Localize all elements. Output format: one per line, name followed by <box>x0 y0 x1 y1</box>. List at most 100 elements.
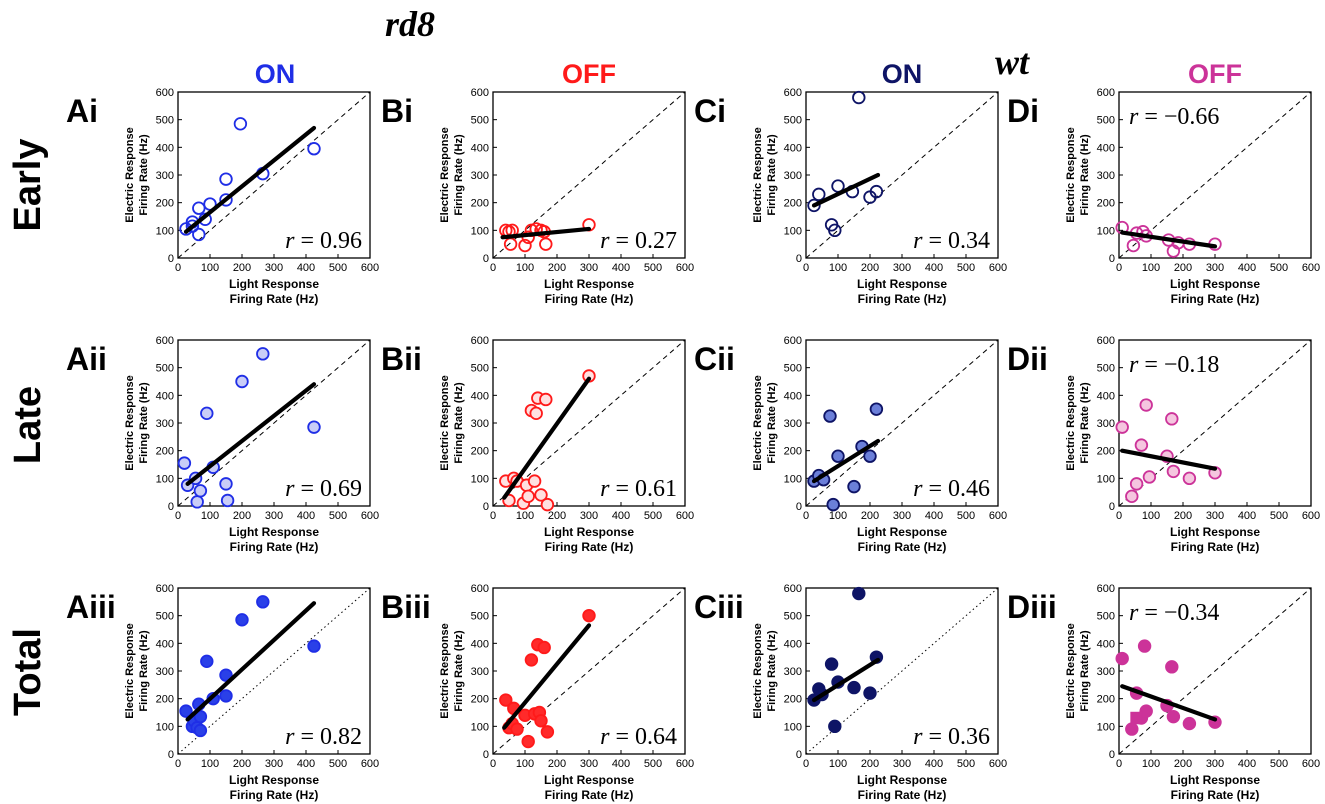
correlation-label: r = 0.27 <box>600 228 677 254</box>
data-point <box>219 193 233 207</box>
data-point <box>852 586 866 601</box>
group-label-wt: wt <box>995 42 1030 82</box>
data-point <box>539 392 553 407</box>
x-tick-label: 600 <box>1302 510 1320 522</box>
panel-bii: Bii 0 100 200 300 400 500 600 0 100 200 300 400 500 60… <box>381 335 694 554</box>
x-tick-label: 600 <box>989 510 1007 522</box>
data-point <box>869 184 884 199</box>
x-tick-label: 400 <box>612 510 630 522</box>
data-point <box>256 595 270 609</box>
identity-line <box>805 91 999 259</box>
fit-line <box>811 438 881 484</box>
y-tick-label: 500 <box>1097 363 1115 375</box>
identity-line <box>492 587 686 755</box>
y-tick-label: 500 <box>784 363 802 375</box>
x-tick-label: 500 <box>1270 758 1288 770</box>
y-tick-label: 400 <box>1097 142 1115 154</box>
x-tick-label: 400 <box>1238 262 1256 274</box>
y-axis-title: Electric Response <box>1065 127 1077 222</box>
y-tick-label: 400 <box>471 638 489 650</box>
y-tick-label: 200 <box>784 446 802 458</box>
data-point <box>824 657 839 671</box>
data-point <box>219 689 233 703</box>
y-tick-label: 0 <box>168 253 174 265</box>
data-point <box>540 497 555 512</box>
data-point <box>219 172 233 186</box>
y-tick-label: 300 <box>784 666 802 678</box>
panel-label: Aii <box>66 341 107 377</box>
y-tick-label: 600 <box>1097 583 1115 595</box>
y-tick-label: 400 <box>1097 390 1115 402</box>
data-point <box>233 117 248 131</box>
x-tick-label: 400 <box>612 262 630 274</box>
data-point <box>193 484 208 498</box>
fit-line <box>1120 448 1218 471</box>
y-tick-label: 200 <box>784 198 802 210</box>
x-tick-label: 500 <box>957 510 975 522</box>
data-point <box>537 640 551 655</box>
data-point <box>192 201 206 215</box>
y-tick-label: 100 <box>471 225 489 237</box>
y-axis-title: Electric Response <box>439 375 451 470</box>
y-tick-label: 200 <box>156 446 174 458</box>
data-point <box>1165 412 1179 426</box>
x-tick-label: 0 <box>1116 510 1122 522</box>
data-point <box>1166 709 1181 724</box>
y-tick-label: 0 <box>168 749 174 761</box>
y-axis-title: Firing Rate (Hz) <box>453 630 465 712</box>
data-point-square <box>1130 711 1143 725</box>
x-tick-label: 300 <box>893 758 911 770</box>
correlation-label: r = 0.64 <box>600 724 677 750</box>
y-tick-label: 100 <box>156 721 174 733</box>
x-tick-label: 400 <box>297 510 315 522</box>
data-point <box>503 237 518 251</box>
y-tick-label: 200 <box>1097 694 1115 706</box>
y-tick-label: 600 <box>471 335 489 347</box>
data-point <box>1126 238 1141 253</box>
y-tick-label: 400 <box>784 638 802 650</box>
panel-label: Biii <box>381 589 431 625</box>
panel-diii: Diii 0 100 200 300 400 500 600 0 100 200 300 400 500 6… <box>1007 583 1320 802</box>
x-tick-label: 400 <box>297 758 315 770</box>
y-tick-label: 0 <box>1109 501 1115 513</box>
x-axis-title: Firing Rate (Hz) <box>230 292 319 306</box>
data-point <box>1129 477 1144 491</box>
x-axis-title: Light Response <box>544 525 634 539</box>
y-tick-label: 500 <box>156 115 174 127</box>
data-point <box>521 489 535 504</box>
x-tick-label: 100 <box>201 758 219 770</box>
x-tick-label: 600 <box>676 510 694 522</box>
x-tick-label: 600 <box>361 758 379 770</box>
data-point <box>1139 398 1153 412</box>
panel-label: Aiii <box>66 589 116 625</box>
y-tick-label: 300 <box>1097 666 1115 678</box>
x-axis-title: Firing Rate (Hz) <box>545 540 634 554</box>
x-axis-title: Firing Rate (Hz) <box>858 788 947 802</box>
x-tick-label: 500 <box>329 262 347 274</box>
data-point <box>534 714 548 728</box>
x-tick-label: 300 <box>1206 262 1224 274</box>
identity-line <box>492 91 686 259</box>
y-tick-label: 400 <box>471 390 489 402</box>
x-tick-label: 100 <box>516 758 534 770</box>
correlation-label: r = 0.61 <box>600 476 677 502</box>
y-tick-label: 0 <box>483 501 489 513</box>
y-axis-title: Firing Rate (Hz) <box>1079 382 1091 464</box>
x-tick-label: 200 <box>233 510 251 522</box>
y-tick-label: 400 <box>156 390 174 402</box>
correlation-label: r = 0.69 <box>285 476 362 502</box>
column-header-rd8-off: OFF <box>562 59 616 89</box>
correlation-label: r = −0.66 <box>1129 104 1219 130</box>
x-tick-label: 400 <box>612 758 630 770</box>
y-axis-title: Firing Rate (Hz) <box>1079 134 1091 216</box>
y-tick-label: 300 <box>156 666 174 678</box>
data-point <box>200 406 214 421</box>
y-tick-label: 100 <box>784 473 802 485</box>
data-point <box>190 495 204 509</box>
data-point <box>200 654 214 669</box>
x-tick-label: 600 <box>676 758 694 770</box>
data-point <box>828 223 842 238</box>
identity-line <box>177 587 371 755</box>
identity-line <box>1118 587 1312 755</box>
correlation-label: r = −0.34 <box>1129 600 1219 626</box>
